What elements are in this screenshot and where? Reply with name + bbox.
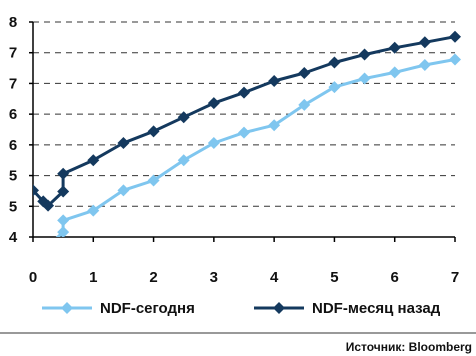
- grid-lines: [33, 21, 455, 207]
- y-tick-label: 6: [9, 106, 17, 123]
- y-tick-labels: 4 5 5 6 6 7 7 8: [9, 14, 33, 246]
- source-note: Источник: Bloomberg: [346, 340, 472, 354]
- legend-label-month-ago: NDF-месяц назад: [312, 300, 441, 317]
- y-tick-label: 5: [9, 198, 17, 215]
- data-point-marker: [207, 137, 220, 150]
- x-tick-label: 7: [451, 269, 459, 286]
- data-point-marker: [42, 240, 54, 252]
- y-tick-label: 6: [9, 137, 17, 154]
- data-point-marker: [449, 30, 461, 43]
- data-point-marker: [418, 36, 431, 49]
- data-point-marker: [298, 98, 311, 111]
- data-point-marker: [57, 214, 70, 227]
- x-tick-label: 3: [210, 269, 218, 286]
- legend-item-month-ago: NDF-месяц назад: [254, 300, 441, 317]
- series-line: [33, 35, 456, 208]
- data-point-marker: [358, 48, 371, 61]
- y-tick-label: 5: [9, 168, 17, 185]
- plot-area: [33, 30, 461, 252]
- data-point-marker: [57, 167, 70, 180]
- y-tick-label: 8: [9, 14, 17, 31]
- data-point-marker: [147, 125, 160, 138]
- data-point-marker: [33, 184, 39, 197]
- data-point-marker: [388, 66, 401, 79]
- data-point-marker: [328, 81, 341, 94]
- data-point-marker: [87, 204, 100, 217]
- series-today: [42, 53, 461, 252]
- data-point-marker: [57, 226, 70, 237]
- legend-marker-month-ago: [273, 302, 285, 314]
- legend-marker-today: [61, 302, 73, 314]
- data-point-marker: [418, 59, 431, 71]
- x-tick-label: 5: [330, 269, 338, 286]
- data-point-marker: [449, 53, 461, 66]
- data-point-marker: [117, 137, 130, 150]
- data-point-marker: [268, 119, 281, 132]
- legend-item-today: NDF-сегодня: [42, 300, 195, 317]
- data-point-marker: [238, 86, 250, 99]
- legend: NDF-сегодня NDF-месяц назад: [42, 300, 441, 317]
- y-tick-label: 7: [9, 45, 17, 62]
- data-point-marker: [358, 72, 371, 85]
- x-tick-label: 4: [270, 269, 279, 286]
- data-point-marker: [147, 174, 160, 187]
- x-tick-labels: 0 1 2 3 4 5 6 7: [29, 237, 459, 286]
- y-tick-label: 4: [9, 229, 18, 246]
- data-point-marker: [238, 126, 250, 139]
- data-point-marker: [57, 185, 70, 198]
- axes: [32, 22, 455, 238]
- x-tick-label: 0: [29, 269, 37, 286]
- data-point-marker: [388, 41, 401, 54]
- data-point-marker: [328, 56, 341, 69]
- x-tick-label: 6: [391, 269, 399, 286]
- data-point-marker: [268, 74, 281, 87]
- x-tick-label: 1: [89, 269, 97, 286]
- data-point-marker: [177, 154, 190, 167]
- series-month-ago: [33, 30, 461, 212]
- y-tick-label: 7: [9, 75, 17, 92]
- series-line: [55, 58, 456, 237]
- data-point-marker: [177, 111, 190, 124]
- data-point-marker: [117, 184, 130, 197]
- data-point-marker: [298, 66, 311, 79]
- x-tick-label: 2: [149, 269, 157, 286]
- legend-label-today: NDF-сегодня: [100, 300, 195, 317]
- data-point-marker: [207, 97, 220, 110]
- data-point-marker: [87, 154, 100, 167]
- data-point-marker: [42, 199, 55, 212]
